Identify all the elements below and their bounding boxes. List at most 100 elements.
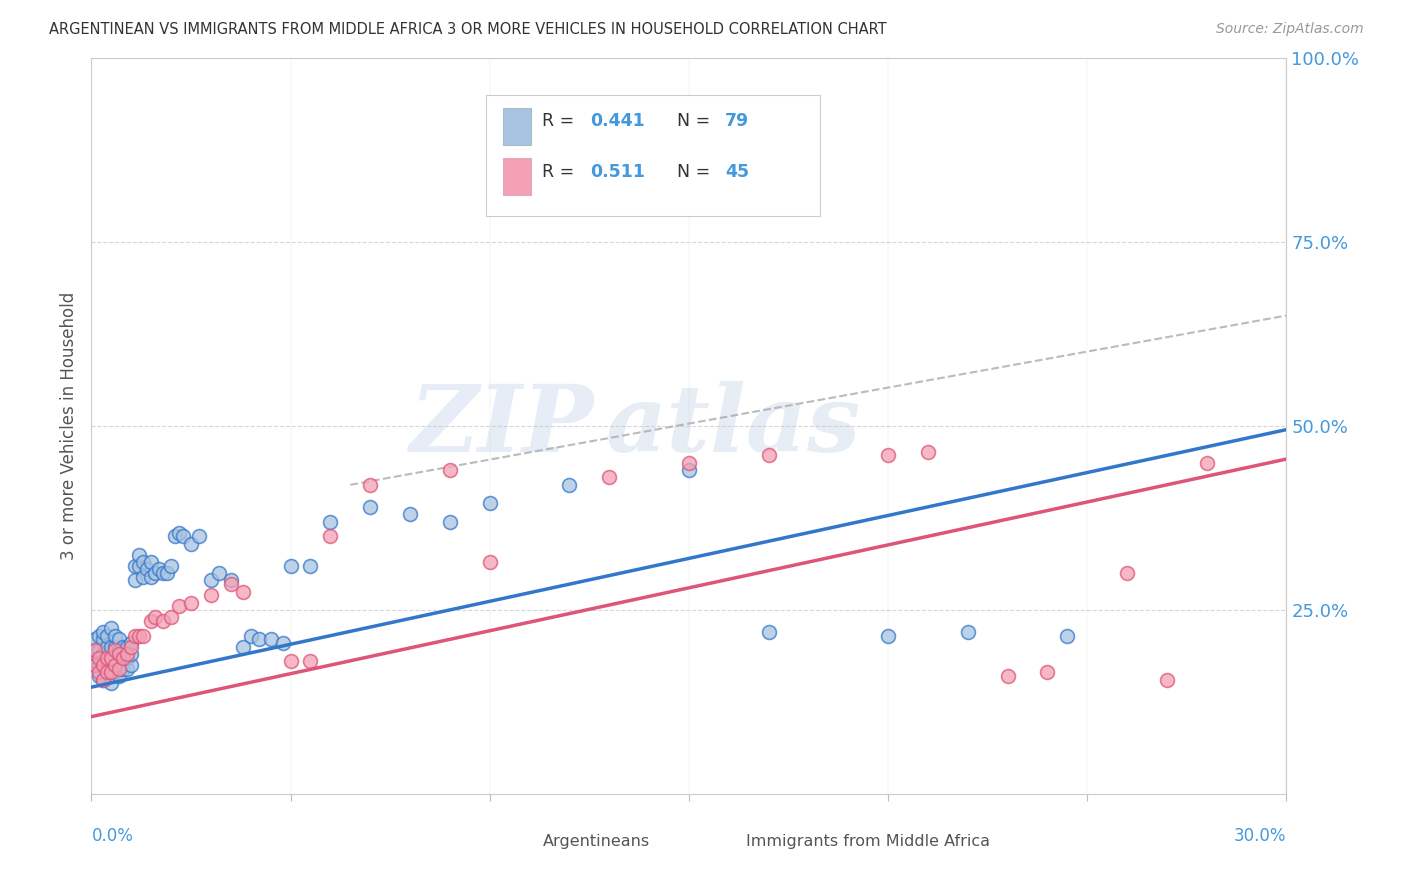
Point <box>319 529 342 543</box>
Point <box>104 640 127 654</box>
Point <box>115 640 138 654</box>
Point <box>132 629 155 643</box>
Point <box>180 596 202 610</box>
Point <box>271 636 294 650</box>
Point <box>319 515 342 529</box>
Point <box>89 669 111 683</box>
Point <box>108 632 131 647</box>
Point <box>93 658 115 673</box>
Point <box>208 566 231 581</box>
Text: 0.441: 0.441 <box>589 112 644 129</box>
Point <box>124 629 146 643</box>
Point <box>104 650 127 665</box>
Point <box>100 621 122 635</box>
Point <box>758 448 780 462</box>
Point <box>160 558 183 573</box>
Point <box>84 658 107 673</box>
Point <box>112 640 135 654</box>
Point <box>1036 665 1059 680</box>
Point <box>280 558 302 573</box>
Text: Immigrants from Middle Africa: Immigrants from Middle Africa <box>747 834 990 849</box>
Point <box>132 555 155 569</box>
Text: 0.0%: 0.0% <box>91 827 134 845</box>
Point <box>478 496 501 510</box>
Point <box>104 643 127 657</box>
Point <box>678 456 700 470</box>
Point <box>997 669 1019 683</box>
Point <box>120 647 142 661</box>
Point <box>141 570 162 584</box>
Point <box>239 629 262 643</box>
Point <box>93 658 115 673</box>
Point <box>163 529 186 543</box>
Point <box>141 555 162 569</box>
Text: 45: 45 <box>725 163 749 181</box>
Point <box>120 658 142 673</box>
Point <box>143 566 166 581</box>
Point <box>200 574 222 588</box>
Point <box>112 650 135 665</box>
FancyBboxPatch shape <box>502 108 531 145</box>
Point <box>104 665 127 680</box>
Point <box>160 610 183 624</box>
Point <box>478 555 501 569</box>
Point <box>108 662 131 676</box>
Point <box>439 463 461 477</box>
Point <box>758 624 780 639</box>
Point <box>247 632 270 647</box>
Point <box>84 658 107 673</box>
Point <box>124 558 146 573</box>
Point <box>89 643 111 657</box>
Point <box>108 669 131 683</box>
Point <box>152 614 174 628</box>
Point <box>89 665 111 680</box>
Point <box>93 673 115 687</box>
Point <box>100 650 122 665</box>
Point <box>439 515 461 529</box>
Point <box>104 629 127 643</box>
Text: 0.511: 0.511 <box>589 163 645 181</box>
Point <box>1116 566 1139 581</box>
Point <box>96 629 118 643</box>
Point <box>299 558 322 573</box>
Point <box>141 614 162 628</box>
Point <box>108 655 131 669</box>
Point <box>152 566 174 581</box>
Point <box>219 574 242 588</box>
Point <box>578 146 600 161</box>
Point <box>280 655 302 669</box>
Point <box>558 478 581 492</box>
Point <box>100 662 122 676</box>
Point <box>100 676 122 690</box>
Point <box>678 463 700 477</box>
Point <box>104 658 127 673</box>
Point <box>167 599 190 614</box>
Point <box>100 650 122 665</box>
Text: ARGENTINEAN VS IMMIGRANTS FROM MIDDLE AFRICA 3 OR MORE VEHICLES IN HOUSEHOLD COR: ARGENTINEAN VS IMMIGRANTS FROM MIDDLE AF… <box>49 22 887 37</box>
Point <box>108 643 131 657</box>
Point <box>124 574 146 588</box>
Point <box>359 500 381 514</box>
FancyBboxPatch shape <box>502 158 531 194</box>
Text: 30.0%: 30.0% <box>1234 827 1286 845</box>
Text: atlas: atlas <box>605 381 860 471</box>
Point <box>84 632 107 647</box>
Point <box>877 629 900 643</box>
Point <box>128 629 150 643</box>
Point <box>96 665 118 680</box>
Point <box>112 650 135 665</box>
Point <box>259 632 281 647</box>
Point <box>128 548 150 562</box>
Point <box>115 662 138 676</box>
Point <box>96 640 118 654</box>
Point <box>93 632 115 647</box>
Point <box>93 647 115 661</box>
Point <box>232 640 254 654</box>
Point <box>156 566 179 581</box>
Point <box>877 448 900 462</box>
Point <box>200 588 222 602</box>
Point <box>180 536 202 550</box>
Point <box>115 647 138 661</box>
Point <box>188 529 211 543</box>
Point <box>598 470 620 484</box>
